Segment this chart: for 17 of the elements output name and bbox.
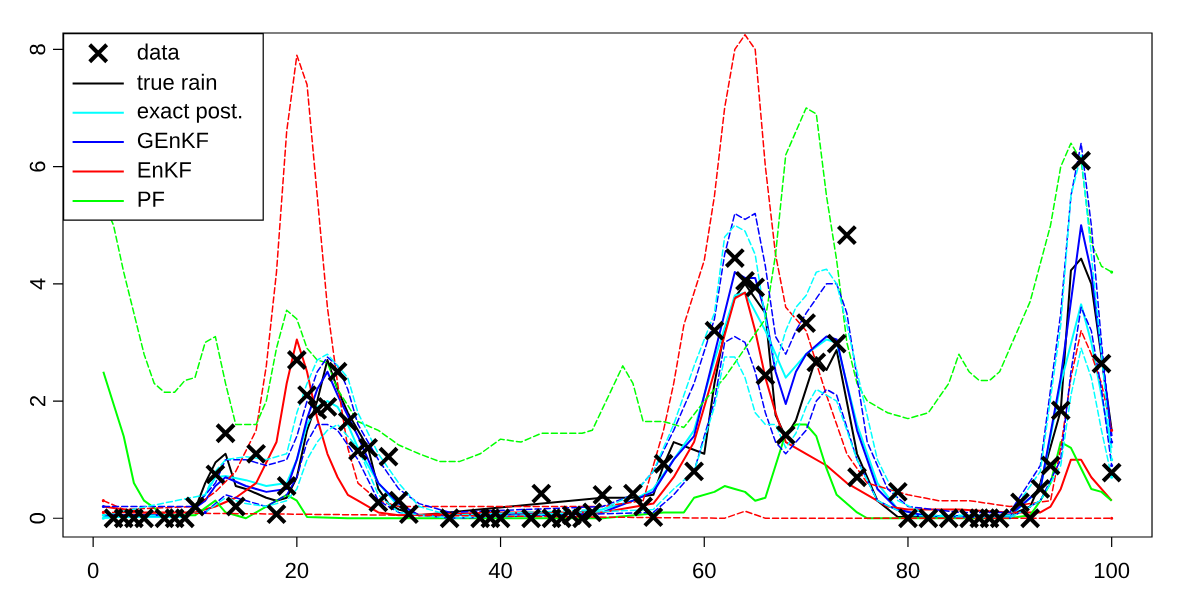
legend-label: true rain	[137, 73, 217, 91]
x-tick-label: 20	[285, 562, 309, 579]
legend-label: data	[137, 43, 180, 60]
legend-label: GEnKF	[137, 132, 209, 149]
x-tick-label: 40	[488, 562, 512, 579]
x-tick-label: 60	[693, 562, 716, 579]
y-tick-label: 0	[29, 513, 46, 524]
y-tick-label: 6	[29, 161, 46, 172]
legend-label: EnKF	[138, 162, 191, 178]
legend-label: PF	[138, 191, 165, 207]
x-tick-label: 80	[896, 562, 920, 579]
y-tick-label: 2	[29, 396, 46, 407]
x-tick-label: 100	[1094, 562, 1130, 579]
x-tick-label: 0	[87, 562, 99, 579]
legend-label: exact post.	[137, 104, 242, 123]
y-tick-label: 4	[30, 278, 46, 290]
y-tick-label: 8	[29, 44, 46, 55]
